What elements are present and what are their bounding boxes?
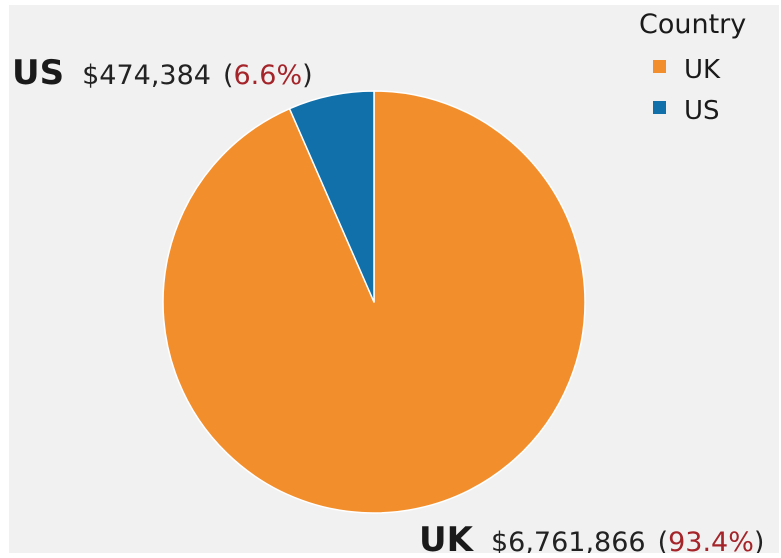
data-label-us: US $474,384 (6.6%) — [12, 53, 313, 93]
data-label-us-open-paren: ( — [223, 60, 234, 91]
data-label-uk: UK $6,761,866 (93.4%) — [419, 520, 764, 553]
data-label-us-close-paren: ) — [302, 60, 313, 91]
legend-label-uk: UK — [684, 55, 721, 85]
data-label-us-percent: 6.6% — [234, 60, 303, 91]
data-label-us-category: US — [12, 53, 64, 93]
pie-chart: US $474,384 (6.6%) UK $6,761,866 (93.4%)… — [12, 9, 764, 553]
data-label-uk-percent: 93.4% — [668, 527, 754, 553]
data-label-uk-close-paren: ) — [754, 527, 765, 553]
data-label-uk-value: $6,761,866 — [491, 527, 646, 553]
data-label-us-value: $474,384 — [82, 60, 211, 91]
legend-swatch-uk — [653, 60, 666, 73]
pie-slice-us — [288, 90, 375, 303]
legend-title: Country — [639, 9, 746, 40]
data-label-uk-open-paren: ( — [658, 527, 669, 553]
pie-slices — [162, 90, 586, 514]
chart-frame: US $474,384 (6.6%) UK $6,761,866 (93.4%)… — [9, 5, 779, 553]
data-label-uk-category: UK — [419, 520, 475, 553]
legend-swatch-us — [653, 101, 666, 114]
legend: Country UK US — [639, 9, 746, 126]
legend-label-us: US — [684, 96, 720, 126]
